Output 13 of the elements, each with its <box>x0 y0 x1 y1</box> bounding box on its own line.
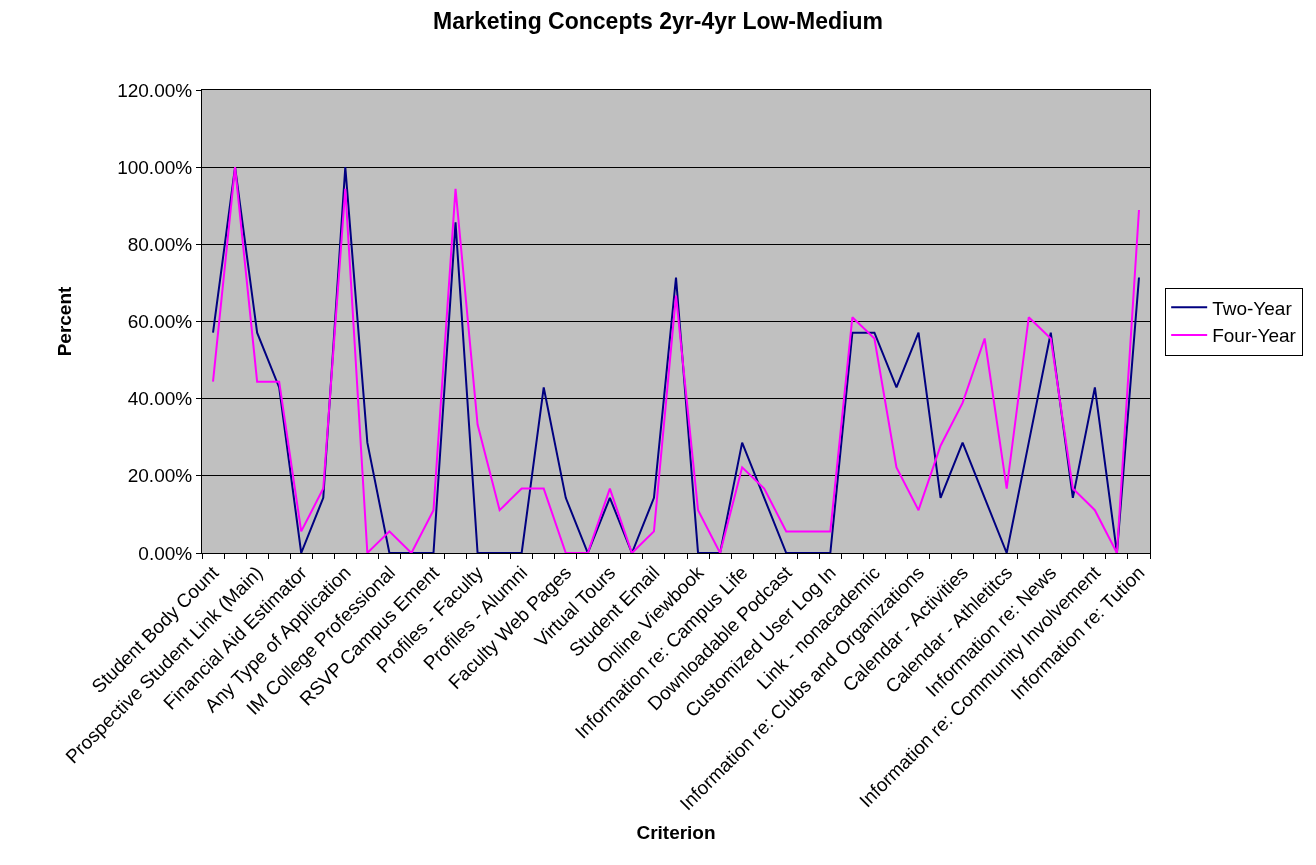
y-tick-label: 120.00% <box>117 79 193 101</box>
y-tick-label: 0.00% <box>138 542 193 564</box>
chart-title: Marketing Concepts 2yr-4yr Low-Medium <box>433 8 883 35</box>
line-series <box>212 166 1140 553</box>
y-tick-label: 60.00% <box>127 311 193 333</box>
legend-label: Four-Year <box>1212 325 1297 347</box>
x-axis-title: Criterion <box>636 822 716 844</box>
legend-label: Two-Year <box>1212 297 1293 319</box>
y-tick-label: 80.00% <box>127 233 193 255</box>
y-axis-title: Percent <box>54 285 76 357</box>
y-tick-label: 20.00% <box>127 465 193 487</box>
y-tick-label: 40.00% <box>127 388 193 410</box>
y-tick-label: 100.00% <box>117 156 193 178</box>
